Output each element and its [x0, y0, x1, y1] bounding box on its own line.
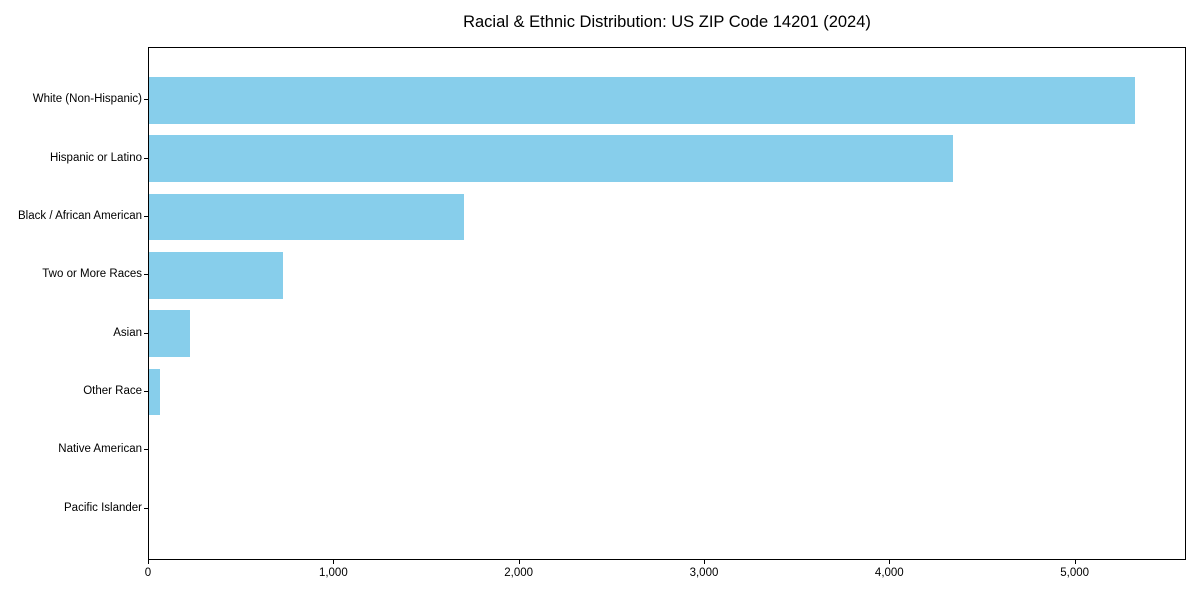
x-tick-mark	[148, 560, 149, 564]
x-tick-label: 0	[144, 567, 152, 579]
x-tick-label: 3,000	[689, 567, 719, 579]
bar-two-or-more-races	[149, 252, 284, 299]
bar-hispanic-or-latino	[149, 135, 954, 183]
x-tick-mark	[333, 560, 335, 564]
y-tick-label: Asian	[113, 326, 142, 339]
x-tick-label: 5,000	[1060, 567, 1090, 579]
y-tick-mark	[144, 449, 148, 451]
y-tick-label: Black / African American	[18, 210, 142, 223]
bar-white-non-hispanic	[149, 77, 1135, 124]
x-tick-mark	[889, 560, 891, 564]
y-tick-mark	[144, 390, 148, 392]
x-tick-label: 4,000	[874, 567, 904, 579]
y-tick-mark	[144, 157, 148, 159]
y-tick-label: Hispanic or Latino	[49, 151, 142, 164]
y-tick-label: Two or More Races	[42, 268, 142, 281]
x-tick-label: 1,000	[318, 567, 348, 579]
y-tick-mark	[144, 332, 148, 334]
x-tick-mark	[1074, 560, 1076, 564]
y-tick-mark	[144, 216, 148, 218]
x-tick-label: 2,000	[504, 567, 534, 579]
y-tick-mark	[144, 274, 148, 276]
y-tick-label: Native American	[58, 443, 142, 456]
y-tick-mark	[144, 507, 148, 509]
x-tick-mark	[703, 560, 705, 564]
x-tick-mark	[518, 560, 520, 564]
y-tick-label: Pacific Islander	[64, 501, 142, 514]
plot-area	[148, 47, 1186, 560]
bar-black-african-american	[149, 193, 465, 241]
y-tick-label: Other Race	[83, 384, 142, 397]
y-tick-label: White (Non-Hispanic)	[32, 93, 142, 106]
chart-title: Racial & Ethnic Distribution: US ZIP Cod…	[463, 13, 871, 31]
y-tick-mark	[144, 99, 148, 101]
bar-other-race	[149, 368, 161, 416]
bar-asian	[149, 310, 190, 357]
